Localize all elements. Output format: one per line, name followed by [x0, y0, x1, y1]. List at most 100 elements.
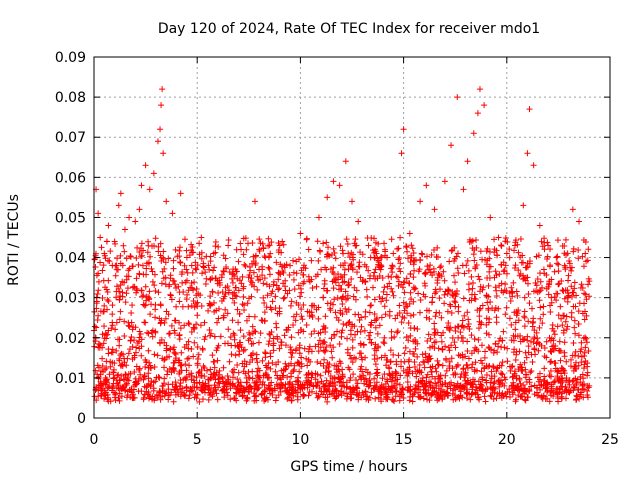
data-point: [292, 347, 299, 354]
data-point: [440, 329, 447, 336]
data-point: [151, 282, 158, 289]
data-point: [582, 358, 589, 365]
data-point: [572, 303, 579, 310]
data-point: [347, 386, 354, 393]
data-point: [139, 262, 146, 269]
data-point: [511, 264, 518, 271]
data-point: [395, 282, 402, 289]
data-point: [240, 333, 247, 340]
data-point: [314, 238, 321, 245]
data-point: [275, 239, 282, 246]
data-point: [516, 364, 523, 371]
data-point: [156, 389, 163, 396]
data-point: [525, 291, 532, 298]
data-point: [367, 254, 374, 261]
data-point: [464, 309, 471, 316]
data-point: [243, 361, 250, 368]
data-point: [479, 286, 486, 293]
data-point: [293, 258, 300, 265]
data-point: [387, 358, 394, 365]
data-point: [573, 396, 580, 403]
data-point: [529, 358, 536, 365]
data-point: [525, 343, 532, 350]
data-point: [358, 363, 365, 370]
data-point: [281, 332, 288, 339]
data-point: [398, 150, 405, 157]
data-point: [479, 302, 486, 309]
data-point: [370, 249, 377, 256]
data-point: [328, 348, 335, 355]
data-point: [251, 379, 258, 386]
data-point: [250, 390, 257, 397]
data-point: [227, 385, 234, 392]
data-point: [560, 327, 567, 334]
data-point: [584, 369, 591, 376]
data-point: [166, 353, 173, 360]
data-point: [585, 347, 592, 354]
data-point: [484, 299, 491, 306]
data-point: [328, 335, 335, 342]
data-point: [384, 378, 391, 385]
data-point: [575, 321, 582, 328]
data-point: [541, 344, 548, 351]
data-point: [404, 248, 411, 255]
data-point: [245, 388, 252, 395]
data-point: [350, 371, 357, 378]
data-point: [276, 345, 283, 352]
data-point: [251, 328, 258, 335]
data-point: [192, 259, 199, 266]
data-point: [152, 288, 159, 295]
data-point: [486, 268, 493, 275]
data-point: [475, 348, 482, 355]
data-point: [410, 274, 417, 281]
data-point: [318, 266, 325, 273]
data-point: [557, 380, 564, 387]
data-point: [244, 300, 251, 307]
data-point: [537, 315, 544, 322]
data-point: [506, 394, 513, 401]
data-point: [555, 398, 562, 405]
data-point: [129, 302, 136, 309]
data-point: [166, 391, 173, 398]
data-point: [236, 277, 243, 284]
data-point: [172, 281, 179, 288]
data-point: [387, 347, 394, 354]
data-point: [267, 304, 274, 311]
data-point: [512, 326, 519, 333]
data-point: [335, 363, 342, 370]
data-point: [163, 198, 170, 205]
data-point: [573, 292, 580, 299]
data-point: [142, 162, 149, 169]
data-point: [218, 274, 225, 281]
data-point: [339, 279, 346, 286]
data-point: [282, 365, 289, 372]
data-point: [148, 265, 155, 272]
data-point: [106, 371, 113, 378]
data-point: [171, 317, 178, 324]
data-point: [274, 382, 281, 389]
data-point: [541, 365, 548, 372]
data-point: [313, 283, 320, 290]
data-point: [342, 158, 349, 165]
data-point: [315, 393, 322, 400]
data-point: [382, 252, 389, 259]
data-point: [366, 309, 373, 316]
data-point: [467, 396, 474, 403]
data-point: [487, 214, 494, 221]
data-point: [239, 360, 246, 367]
data-point: [524, 337, 531, 344]
data-point: [446, 258, 453, 265]
data-point: [580, 236, 587, 243]
data-point: [483, 362, 490, 369]
y-axis-label: ROTI / TECUs: [6, 194, 22, 286]
data-point: [245, 274, 252, 281]
data-point: [157, 396, 164, 403]
data-point: [374, 366, 381, 373]
data-point: [103, 365, 110, 372]
data-point: [383, 297, 390, 304]
data-point: [260, 294, 267, 301]
data-point: [573, 381, 580, 388]
data-point: [105, 298, 112, 305]
data-point: [317, 329, 324, 336]
data-point: [232, 284, 239, 291]
